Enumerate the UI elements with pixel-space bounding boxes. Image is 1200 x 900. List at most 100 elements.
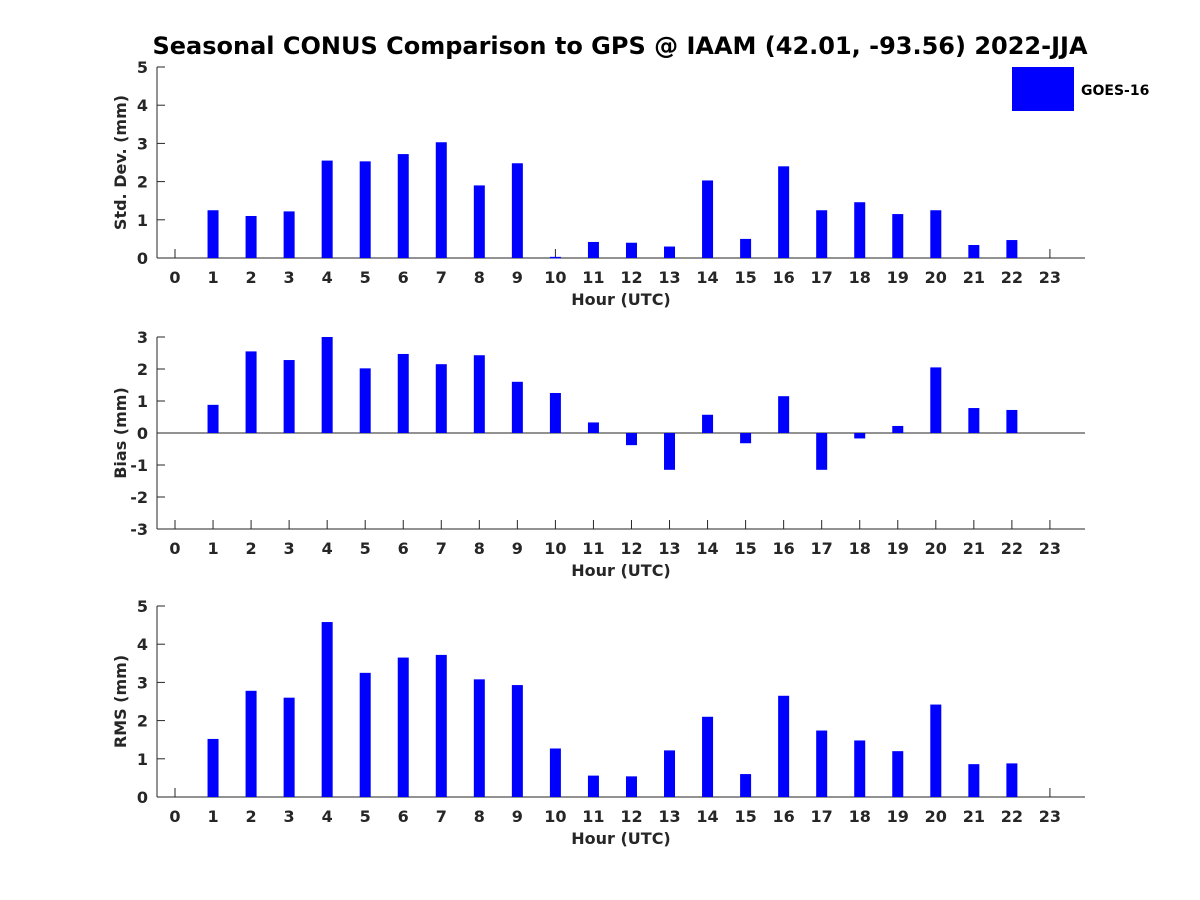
y-tick-label: 1 xyxy=(137,211,148,230)
x-tick-label: 4 xyxy=(322,807,333,826)
bar-hour-19 xyxy=(892,214,904,258)
y-tick-label: 3 xyxy=(137,328,148,347)
bar-hour-7 xyxy=(435,364,447,433)
bar-hour-13 xyxy=(664,246,676,258)
y-tick-label: 0 xyxy=(137,424,148,443)
bar-hour-1 xyxy=(207,210,219,258)
x-tick-label: 6 xyxy=(398,539,409,558)
x-tick-label: 1 xyxy=(207,268,218,287)
bar-hour-9 xyxy=(511,163,523,258)
bar-hour-17 xyxy=(816,433,828,470)
x-tick-label: 4 xyxy=(322,268,333,287)
x-tick-label: 11 xyxy=(582,268,604,287)
bar-hour-18 xyxy=(854,202,866,258)
y-axis-label: RMS (mm) xyxy=(111,655,130,748)
y-tick-label: 2 xyxy=(137,712,148,731)
y-tick-label: -1 xyxy=(130,456,148,475)
bar-hour-8 xyxy=(473,355,485,433)
x-tick-label: 18 xyxy=(849,268,871,287)
x-tick-label: 12 xyxy=(620,268,642,287)
x-tick-label: 17 xyxy=(811,268,833,287)
bar-hour-11 xyxy=(587,422,599,433)
x-axis-label: Hour (UTC) xyxy=(571,290,671,309)
x-tick-label: 16 xyxy=(773,539,795,558)
x-tick-label: 19 xyxy=(887,268,909,287)
x-tick-label: 23 xyxy=(1039,268,1061,287)
y-tick-label: 4 xyxy=(137,96,148,115)
bar-hour-9 xyxy=(511,685,523,797)
bar-hour-18 xyxy=(854,740,866,797)
y-tick-label: 2 xyxy=(137,360,148,379)
bar-hour-10 xyxy=(549,748,561,797)
bar-hour-6 xyxy=(397,657,409,797)
bar-hour-8 xyxy=(473,679,485,797)
bar-hour-4 xyxy=(321,622,333,797)
x-tick-label: 14 xyxy=(696,539,718,558)
x-tick-label: 16 xyxy=(773,807,795,826)
x-tick-label: 10 xyxy=(544,807,566,826)
bar-hour-15 xyxy=(740,774,752,797)
bar-hour-15 xyxy=(740,238,752,258)
bar-hour-9 xyxy=(511,381,523,433)
bar-hour-10 xyxy=(549,393,561,433)
x-tick-label: 14 xyxy=(696,268,718,287)
bar-hour-1 xyxy=(207,404,219,433)
bar-hour-2 xyxy=(245,351,257,433)
y-tick-label: 3 xyxy=(137,134,148,153)
bar-hour-16 xyxy=(778,695,790,797)
legend: GOES-16 xyxy=(1012,67,1149,111)
bar-hour-1 xyxy=(207,738,219,797)
bar-hour-3 xyxy=(283,697,295,797)
x-tick-label: 5 xyxy=(360,539,371,558)
bar-hour-3 xyxy=(283,360,295,433)
x-tick-label: 5 xyxy=(360,807,371,826)
x-tick-label: 22 xyxy=(1001,539,1023,558)
bar-hour-4 xyxy=(321,160,333,258)
x-tick-label: 20 xyxy=(925,268,947,287)
x-tick-label: 9 xyxy=(512,268,523,287)
x-tick-label: 21 xyxy=(963,268,985,287)
y-axis-label: Std. Dev. (mm) xyxy=(111,95,130,230)
bar-hour-4 xyxy=(321,337,333,433)
x-tick-label: 2 xyxy=(246,807,257,826)
y-axis-label: Bias (mm) xyxy=(111,387,130,479)
x-tick-label: 22 xyxy=(1001,807,1023,826)
bar-hour-2 xyxy=(245,215,257,258)
x-tick-label: 20 xyxy=(925,807,947,826)
bar-hour-14 xyxy=(702,414,714,433)
x-tick-label: 8 xyxy=(474,539,485,558)
x-tick-label: 13 xyxy=(658,268,680,287)
x-tick-label: 3 xyxy=(284,807,295,826)
bar-hour-20 xyxy=(930,704,942,797)
legend-label-goes16: GOES-16 xyxy=(1081,83,1149,99)
x-tick-label: 8 xyxy=(474,807,485,826)
x-tick-label: 2 xyxy=(246,539,257,558)
y-tick-label: 1 xyxy=(137,392,148,411)
legend-swatch-goes16 xyxy=(1012,67,1074,111)
bar-hour-12 xyxy=(625,242,637,258)
bar-hour-19 xyxy=(892,751,904,797)
x-tick-label: 0 xyxy=(169,268,180,287)
x-tick-label: 21 xyxy=(963,539,985,558)
x-tick-label: 11 xyxy=(582,539,604,558)
bar-hour-5 xyxy=(359,672,371,797)
bar-hour-20 xyxy=(930,210,942,258)
bar-hour-12 xyxy=(625,776,637,797)
x-tick-label: 23 xyxy=(1039,539,1061,558)
x-tick-label: 19 xyxy=(887,539,909,558)
x-tick-label: 15 xyxy=(734,539,756,558)
bar-hour-13 xyxy=(664,433,676,470)
x-tick-label: 23 xyxy=(1039,807,1061,826)
bar-hour-7 xyxy=(435,654,447,797)
bar-hour-21 xyxy=(968,764,980,797)
x-tick-label: 11 xyxy=(582,807,604,826)
bar-hour-14 xyxy=(702,716,714,797)
x-tick-label: 9 xyxy=(512,539,523,558)
x-tick-label: 20 xyxy=(925,539,947,558)
bar-hour-21 xyxy=(968,408,980,433)
x-tick-label: 22 xyxy=(1001,268,1023,287)
bar-hour-16 xyxy=(778,166,790,258)
